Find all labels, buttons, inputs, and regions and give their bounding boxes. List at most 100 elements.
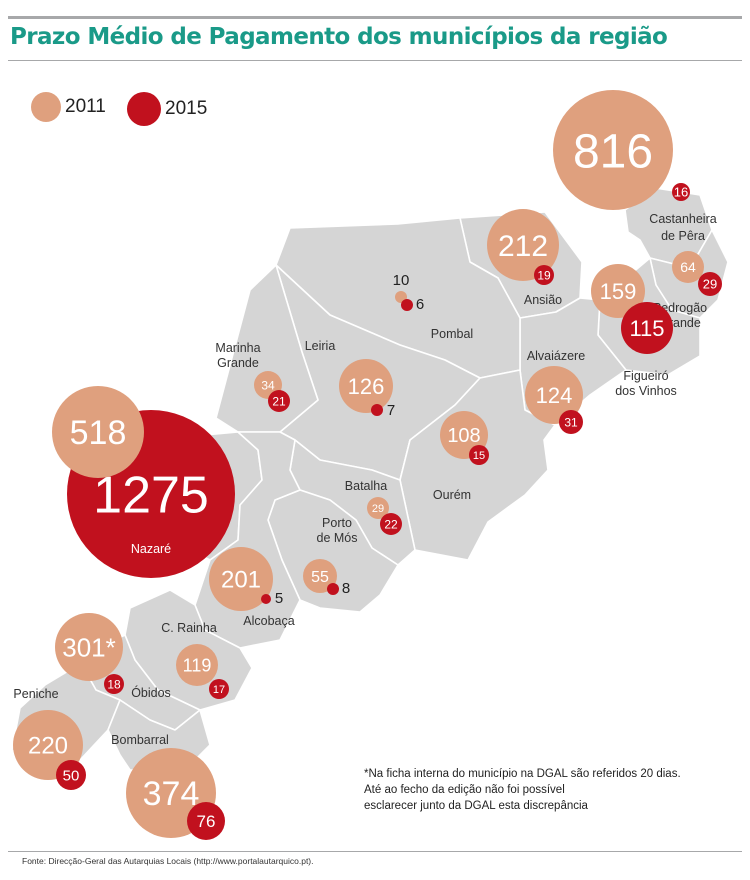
bubble-alvai-zere-2011 (525, 366, 583, 424)
municipality-name-alvai-zere: Alvaiázere (527, 349, 585, 363)
bubble-porto-de-m-s-2015 (327, 583, 339, 595)
bubble-our-m-2015 (469, 445, 489, 465)
value-label-castanheira-de-p-ra-2015: 16 (674, 185, 688, 200)
municipality-name-castanheira-de-p-ra: de Pêra (661, 229, 705, 243)
municipality-name-bombarral: Bombarral (111, 733, 169, 747)
municipality-name-figueir-dos-vinhos: Figueiró (623, 369, 668, 383)
value-label-nazar--2015: 1275 (93, 467, 209, 525)
legend-label-2011: 2011 (65, 96, 106, 117)
value-label-alvai-zere-2011: 124 (536, 383, 573, 408)
bubble-c-rainha-2015 (209, 679, 229, 699)
municipality-name-porto-de-m-s: de Mós (317, 531, 358, 545)
value-label-pombal-2015: 6 (416, 296, 424, 313)
bubble-porto-de-m-s-2011 (303, 559, 337, 593)
municipality-name-porto-de-m-s: Porto (322, 516, 352, 530)
value-label-batalha-2011: 29 (372, 503, 384, 515)
footer-rule (8, 851, 742, 852)
bubble-leiria-2015 (371, 404, 383, 416)
bubble-pedrog-o-grande-2011 (672, 251, 704, 283)
value-label-our-m-2015: 15 (473, 450, 485, 462)
bubble-pombal-2015 (401, 299, 413, 311)
value-label-pedrog-o-grande-2015: 29 (703, 277, 717, 292)
value-label-nazar--2011: 518 (70, 414, 127, 452)
municipality-area-ourem (399, 369, 556, 561)
value-label--bidos-2011: 301* (62, 632, 116, 662)
bubble-peniche-2015 (56, 760, 86, 790)
value-label-ansi-o-2011: 212 (498, 230, 548, 263)
value-label-pedrog-o-grande-2011: 64 (680, 259, 696, 275)
value-label-our-m-2011: 108 (447, 425, 480, 447)
bubble-batalha-2011 (367, 497, 389, 519)
value-label-porto-de-m-s-2015: 8 (342, 580, 350, 597)
value-label-bombarral-2015: 76 (197, 812, 216, 831)
value-label-leiria-2015: 7 (387, 402, 395, 419)
municipality-area-marinha (215, 264, 319, 433)
value-label-c-rainha-2015: 17 (213, 684, 225, 696)
value-label-ansi-o-2015: 19 (537, 268, 551, 282)
municipality-name-c-rainha: C. Rainha (161, 621, 217, 635)
bubble-alvai-zere-2015 (559, 410, 583, 434)
municipality-name-leiria: Leiria (305, 339, 336, 353)
bubble-marinha-grande-2015 (268, 390, 290, 412)
value-label-c-rainha-2011: 119 (183, 655, 212, 675)
municipality-name-nazar-: Nazaré (131, 542, 171, 556)
bubble-leiria-2011 (339, 359, 393, 413)
municipality-name-batalha: Batalha (345, 479, 387, 493)
value-label-peniche-2015: 50 (63, 767, 80, 784)
bubble-figueir-dos-vinhos-2015 (621, 302, 673, 354)
municipality-name-our-m: Ourém (433, 488, 471, 502)
value-label--bidos-2015: 18 (107, 677, 121, 691)
value-label-alcoba-a-2011: 201 (221, 567, 261, 594)
legend-swatch-2015 (127, 92, 161, 126)
value-label-figueir-dos-vinhos-2011: 159 (600, 279, 637, 304)
bubble--bidos-2011 (55, 613, 123, 681)
bubble-ansi-o-2011 (487, 209, 559, 281)
value-label-figueir-dos-vinhos-2015: 115 (629, 316, 664, 341)
municipality-name-marinha-grande: Marinha (215, 341, 260, 355)
municipality-name-ansi-o: Ansião (524, 293, 562, 307)
footnote-line: esclarecer junto da DGAL esta discrepânc… (364, 800, 588, 812)
municipality-name--bidos: Óbidos (131, 685, 171, 700)
municipality-name-peniche: Peniche (13, 687, 58, 701)
footnote-line: Até ao fecho da edição não foi possível (364, 784, 565, 796)
bubble-nazar--2011 (52, 386, 144, 478)
value-label-alvai-zere-2015: 31 (564, 415, 578, 429)
value-label-marinha-grande-2011: 34 (261, 378, 275, 392)
municipality-name-pombal: Pombal (431, 327, 473, 341)
bubble--bidos-2015 (104, 674, 124, 694)
value-label-batalha-2015: 22 (384, 517, 398, 531)
footnote-line: *Na ficha interna do município na DGAL s… (364, 768, 681, 780)
bubble-ansi-o-2015 (534, 265, 554, 285)
value-label-alcoba-a-2015: 5 (275, 590, 283, 607)
source-note: Fonte: Direcção-Geral das Autarquias Loc… (22, 856, 314, 866)
bubble-castanheira-de-p-ra-2015 (672, 183, 690, 201)
bubble-figueir-dos-vinhos-2011 (591, 264, 645, 318)
bubble-alcoba-a-2015 (261, 594, 271, 604)
municipality-name-alcoba-a: Alcobaça (243, 614, 294, 628)
bubble-c-rainha-2011 (176, 644, 218, 686)
municipality-name-figueir-dos-vinhos: dos Vinhos (615, 384, 677, 398)
municipality-name-marinha-grande: Grande (217, 356, 259, 370)
bubble-pedrog-o-grande-2015 (698, 272, 722, 296)
value-label-peniche-2011: 220 (28, 733, 68, 760)
legend-swatch-2011 (31, 92, 61, 122)
map-title: Prazo Médio de Pagamento dos municípios … (10, 24, 668, 50)
municipality-name-castanheira-de-p-ra: Castanheira (649, 212, 716, 226)
value-label-marinha-grande-2015: 21 (272, 394, 286, 408)
top-rule (8, 16, 742, 19)
value-label-bombarral-2011: 374 (143, 775, 200, 813)
legend-item-2011: 2011 (31, 92, 106, 122)
value-label-castanheira-de-p-ra-2011: 816 (573, 125, 653, 178)
legend-item-2015: 2015 (127, 92, 207, 126)
footnote: *Na ficha interna do município na DGAL s… (364, 766, 744, 814)
legend-label-2015: 2015 (165, 98, 208, 119)
bubble-alcoba-a-2011 (209, 547, 273, 611)
title-rule (8, 60, 742, 61)
bubble-batalha-2015 (380, 513, 402, 535)
value-label-pombal-2011: 10 (393, 272, 410, 289)
value-label-leiria-2011: 126 (348, 374, 385, 399)
value-label-porto-de-m-s-2011: 55 (311, 569, 329, 586)
bubble-castanheira-de-p-ra-2011 (553, 90, 673, 210)
bubble-bombarral-2015 (187, 802, 225, 840)
